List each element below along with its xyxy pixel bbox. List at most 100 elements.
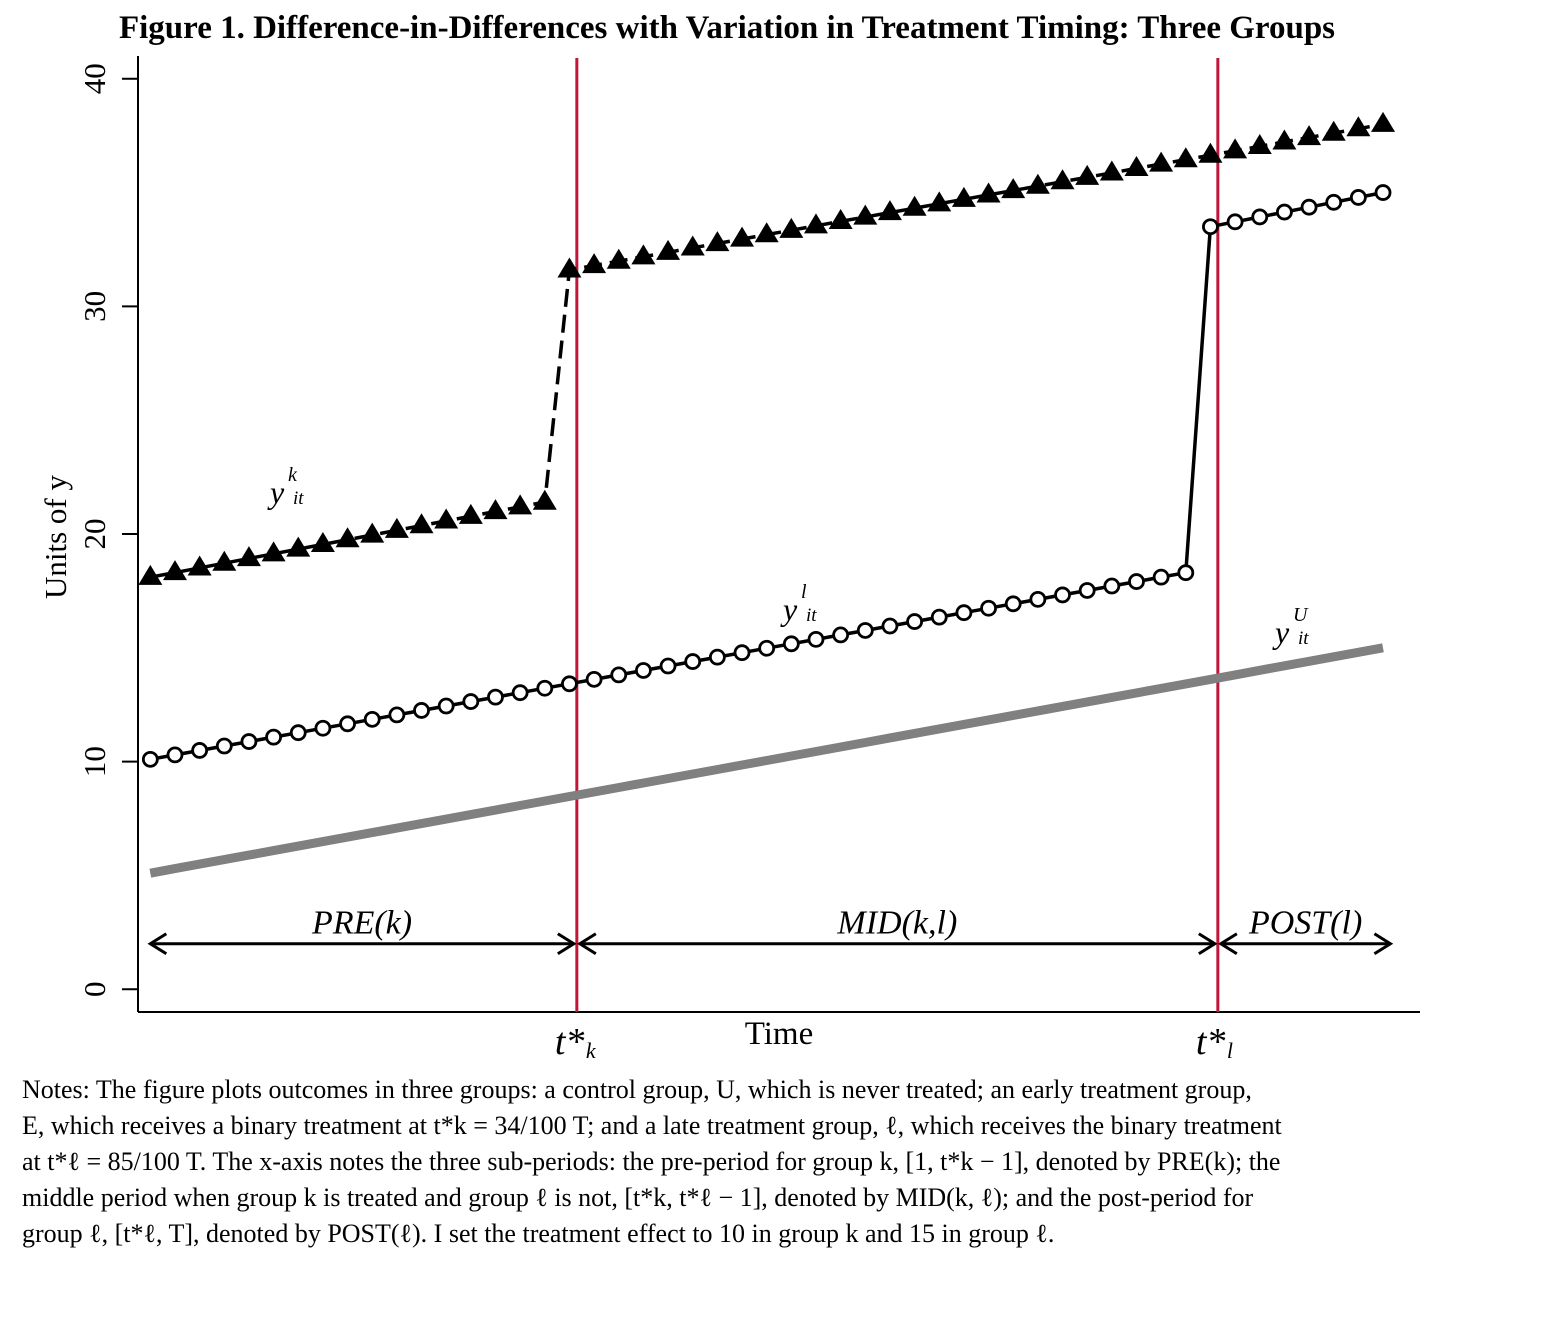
y-tick-label: 20 bbox=[77, 519, 112, 550]
marker-triangle bbox=[360, 522, 385, 543]
marker-circle bbox=[684, 653, 702, 670]
marker-circle bbox=[980, 599, 997, 617]
marker-triangle bbox=[1173, 147, 1198, 168]
marker-circle bbox=[141, 750, 159, 768]
marker-triangle bbox=[606, 248, 631, 269]
marker-triangle bbox=[1050, 169, 1075, 190]
marker-triangle bbox=[976, 182, 1001, 203]
marker-triangle bbox=[162, 560, 187, 581]
period-label: POST(l) bbox=[1248, 905, 1362, 942]
series-label-sub: it bbox=[806, 605, 817, 626]
treatment-time-sub: l bbox=[1227, 1038, 1233, 1063]
marker-triangle bbox=[1346, 116, 1371, 137]
marker-circle bbox=[1177, 564, 1195, 582]
marker-circle bbox=[955, 604, 973, 622]
marker-triangle bbox=[754, 222, 779, 243]
marker-circle bbox=[758, 639, 776, 657]
marker-circle bbox=[585, 670, 603, 688]
marker-triangle bbox=[582, 253, 607, 274]
marker-circle bbox=[782, 635, 800, 653]
marker-circle bbox=[388, 706, 406, 724]
axes: 0 10 20 30 40 bbox=[77, 56, 1420, 1013]
marker-circle bbox=[1325, 193, 1343, 211]
marker-triangle bbox=[1149, 151, 1174, 172]
marker-triangle bbox=[1025, 173, 1050, 194]
marker-circle bbox=[832, 626, 850, 644]
treatment-time-sub: k bbox=[586, 1038, 597, 1063]
treatment-time-label-l: t* bbox=[1196, 1021, 1226, 1063]
marker-triangle bbox=[409, 513, 434, 534]
marker-triangle bbox=[1371, 111, 1396, 132]
marker-circle bbox=[906, 613, 923, 630]
period-label: MID(k,l) bbox=[836, 905, 957, 942]
marker-circle bbox=[1226, 213, 1244, 231]
marker-triangle bbox=[803, 213, 828, 234]
marker-circle bbox=[635, 662, 652, 679]
marker-circle bbox=[339, 715, 356, 733]
marker-triangle bbox=[187, 555, 212, 576]
series-label-k: y bbox=[267, 474, 285, 510]
marker-circle bbox=[240, 733, 258, 750]
marker-triangle bbox=[730, 226, 755, 247]
arrowhead-right bbox=[1198, 932, 1218, 955]
chart-title: Figure 1. Difference-in-Differences with… bbox=[119, 10, 1335, 46]
marker-triangle bbox=[1198, 142, 1223, 163]
series-label-sup: U bbox=[1293, 604, 1309, 626]
marker-circle bbox=[610, 666, 628, 684]
marker-circle bbox=[561, 675, 578, 693]
marker-circle bbox=[314, 719, 332, 737]
marker-triangle bbox=[1297, 125, 1322, 146]
marker-triangle bbox=[261, 541, 286, 562]
marker-circle bbox=[289, 724, 307, 742]
series-label-sup: l bbox=[801, 581, 807, 603]
marker-circle bbox=[733, 644, 751, 662]
marker-triangle bbox=[927, 191, 952, 212]
marker-circle bbox=[215, 737, 233, 755]
marker-circle bbox=[1276, 203, 1293, 221]
notes-line-1: Notes: The figure plots outcomes in thre… bbox=[22, 1075, 1252, 1104]
marker-circle bbox=[659, 657, 677, 675]
marker-circle bbox=[1078, 582, 1096, 599]
marker-circle bbox=[1251, 208, 1269, 226]
treatment-lines bbox=[575, 58, 1220, 1012]
marker-triangle bbox=[951, 186, 976, 207]
marker-triangle bbox=[877, 200, 902, 221]
marker-circle bbox=[1152, 568, 1170, 586]
marker-triangle bbox=[1272, 129, 1297, 150]
marker-triangle bbox=[680, 235, 705, 256]
series-label-U: y bbox=[1272, 614, 1290, 650]
notes-line-5: group ℓ, [t*ℓ, T], denoted by POST(ℓ). I… bbox=[22, 1218, 1055, 1248]
marker-triangle bbox=[1075, 164, 1100, 185]
marker-circle bbox=[1349, 189, 1367, 206]
x-axis-label: Time bbox=[745, 1016, 813, 1052]
marker-circle bbox=[1004, 595, 1022, 613]
arrowhead-right bbox=[557, 932, 577, 955]
marker-circle bbox=[856, 622, 874, 639]
marker-triangle bbox=[705, 231, 730, 252]
marker-triangle bbox=[335, 527, 360, 548]
marker-triangle bbox=[138, 564, 163, 585]
marker-triangle bbox=[212, 550, 237, 571]
y-tick-label: 10 bbox=[77, 746, 112, 777]
series-label-sup: k bbox=[288, 464, 298, 486]
marker-triangle bbox=[1001, 178, 1026, 199]
marker-circle bbox=[462, 693, 480, 710]
marker-triangle bbox=[236, 546, 261, 567]
y-tick-label: 30 bbox=[77, 291, 112, 322]
treatment-time-label-k: t* bbox=[555, 1021, 585, 1063]
marker-circle bbox=[708, 648, 726, 666]
marker-triangle bbox=[1223, 138, 1248, 159]
marker-circle bbox=[536, 679, 554, 697]
marker-triangle bbox=[1124, 156, 1149, 177]
marker-triangle bbox=[1099, 160, 1124, 181]
marker-triangle bbox=[508, 494, 533, 515]
marker-triangle bbox=[532, 489, 557, 510]
marker-circle bbox=[166, 746, 184, 764]
y-axis-label: Units of y bbox=[38, 475, 73, 600]
marker-circle bbox=[1202, 218, 1219, 236]
marker-triangle bbox=[779, 217, 804, 238]
period-label: PRE(k) bbox=[311, 905, 412, 942]
marker-circle bbox=[807, 630, 825, 648]
series-layer bbox=[138, 111, 1396, 878]
